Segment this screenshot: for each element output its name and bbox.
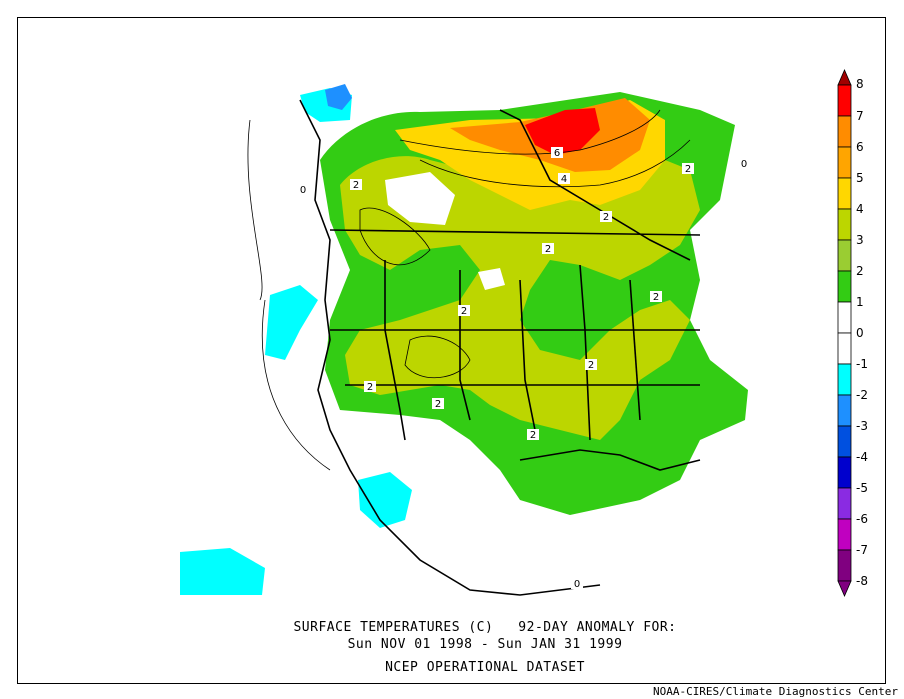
svg-text:2: 2 <box>588 360 594 371</box>
legend-tick-label: 3 <box>856 233 864 247</box>
svg-text:0: 0 <box>574 579 580 590</box>
legend-tick-label: 5 <box>856 171 864 185</box>
legend-swatch <box>837 115 852 148</box>
legend-swatch <box>837 301 852 334</box>
legend-swatch <box>837 177 852 210</box>
legend-swatch <box>837 270 852 303</box>
contour-label: 0 <box>297 184 309 196</box>
legend-swatch <box>837 549 852 582</box>
map-boundaries <box>299 99 701 596</box>
contour-label: 6 <box>551 147 563 159</box>
legend-swatch <box>837 146 852 179</box>
svg-text:0: 0 <box>741 159 747 170</box>
contour-label: 2 <box>364 381 376 393</box>
legend-tick-label: -8 <box>856 574 868 588</box>
legend-tick-label: -2 <box>856 388 868 402</box>
map-title-line-3: NCEP OPERATIONAL DATASET <box>385 660 585 675</box>
legend-swatch <box>837 84 852 117</box>
legend-tick-label: 7 <box>856 109 864 123</box>
legend-swatch <box>837 332 852 365</box>
svg-text:2: 2 <box>461 306 467 317</box>
legend-tick-label: -4 <box>856 450 868 464</box>
legend-swatch <box>837 208 852 241</box>
legend-bottom-arrow <box>837 580 852 598</box>
legend-swatch <box>837 394 852 427</box>
red-anomaly-region <box>525 108 600 155</box>
legend-swatch <box>837 425 852 458</box>
legend-tick-label: 0 <box>856 326 864 340</box>
svg-text:2: 2 <box>653 292 659 303</box>
svg-text:2: 2 <box>685 164 691 175</box>
svg-text:0: 0 <box>300 185 306 196</box>
legend-tick-label: -5 <box>856 481 868 495</box>
map-title-line-2: Sun NOV 01 1998 - Sun JAN 31 1999 <box>347 637 623 652</box>
svg-text:2: 2 <box>545 244 551 255</box>
legend-tick-label: 4 <box>856 202 864 216</box>
contour-label: 2 <box>432 398 444 410</box>
legend-tick-label: -1 <box>856 357 868 371</box>
cyan-anomaly-region <box>180 88 412 595</box>
legend-swatch <box>837 239 852 272</box>
svg-text:2: 2 <box>435 399 441 410</box>
contour-label: 0 <box>738 158 750 170</box>
svg-text:2: 2 <box>367 382 373 393</box>
contour-label: 4 <box>558 173 570 185</box>
svg-text:2: 2 <box>353 180 359 191</box>
contour-label: 2 <box>682 163 694 175</box>
svg-text:2: 2 <box>603 212 609 223</box>
blue-anomaly-region <box>325 84 352 110</box>
contour-label: 2 <box>650 291 662 303</box>
contour-label: 0 <box>571 578 583 590</box>
legend-tick-label: -3 <box>856 419 868 433</box>
credit-label: NOAA-CIRES/Climate Diagnostics Center <box>652 685 898 698</box>
contour-label: 2 <box>600 211 612 223</box>
legend-tick-label: -7 <box>856 543 868 557</box>
legend-tick-label: 2 <box>856 264 864 278</box>
legend-top-arrow <box>837 68 852 86</box>
svg-text:6: 6 <box>554 148 560 159</box>
contour-label-group: 2 2 2 2 2 2 2 2 2 2 4 6 0 0 0 <box>297 147 750 590</box>
white-anomaly-patches <box>385 172 505 290</box>
contour-lines <box>247 109 691 471</box>
contour-label: 2 <box>542 243 554 255</box>
contour-label: 2 <box>585 359 597 371</box>
legend-swatch <box>837 518 852 551</box>
legend-swatch <box>837 456 852 489</box>
svg-text:4: 4 <box>561 174 567 185</box>
svg-text:2: 2 <box>530 430 536 441</box>
contour-label: 2 <box>350 179 362 191</box>
legend-tick-label: 6 <box>856 140 864 154</box>
legend-swatch <box>837 363 852 396</box>
contour-label: 2 <box>458 305 470 317</box>
map-title-line-1: SURFACE TEMPERATURES (C) 92-DAY ANOMALY … <box>293 620 677 635</box>
color-legend: 8 7 6 5 4 3 2 1 0 -1 -2 -3 -4 -5 -6 -7 -8 <box>837 68 868 598</box>
legend-tick-label: 1 <box>856 295 864 309</box>
map-frame <box>17 17 886 684</box>
contour-label: 2 <box>527 429 539 441</box>
legend-tick-label: -6 <box>856 512 868 526</box>
legend-tick-label: 8 <box>856 77 864 91</box>
legend-swatch <box>837 487 852 520</box>
